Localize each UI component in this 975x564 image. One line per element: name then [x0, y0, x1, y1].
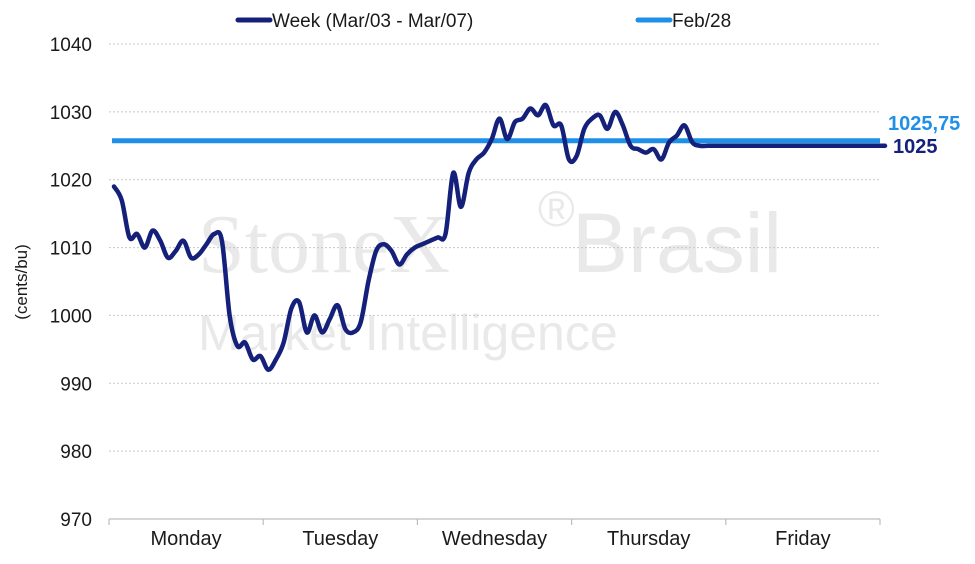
- y-tick-label: 1010: [50, 239, 92, 260]
- y-tick-label: 1020: [50, 171, 92, 192]
- x-axis: Monday Tuesday Wednesday Thursday Friday: [108, 518, 881, 550]
- watermark-region: Brasil: [572, 196, 782, 290]
- x-category-label: Monday: [151, 528, 222, 550]
- watermark: StoneX ® Brasil Market Intelligence: [198, 181, 782, 361]
- y-tick-label: 970: [60, 510, 92, 531]
- watermark-tagline: Market Intelligence: [198, 305, 618, 361]
- watermark-brand: StoneX: [198, 198, 450, 291]
- gridlines: [109, 43, 880, 452]
- x-category-label: Thursday: [607, 528, 690, 550]
- y-tick-label: 1040: [50, 35, 92, 56]
- watermark-registered: ®: [538, 181, 575, 237]
- y-tick-label: 1030: [50, 103, 92, 124]
- legend-label-feb28: Feb/28: [672, 11, 731, 32]
- x-category-label: Wednesday: [442, 528, 547, 550]
- y-tick-label: 1000: [50, 306, 92, 327]
- x-category-label: Friday: [775, 528, 831, 550]
- end-label-feb28: 1025,75: [888, 113, 960, 135]
- legend: Week (Mar/03 - Mar/07) Feb/28: [235, 11, 731, 32]
- series-layer: [111, 102, 888, 372]
- x-category-label: Tuesday: [302, 528, 378, 550]
- series-line-week: [111, 102, 888, 372]
- y-axis-ticks: 970 980 990 1000 1010 1020 1030 1040: [50, 35, 92, 531]
- y-tick-label: 990: [60, 374, 92, 395]
- y-tick-label: 980: [60, 442, 92, 463]
- y-axis-label: (cents/bu): [12, 244, 31, 320]
- legend-label-week: Week (Mar/03 - Mar/07): [272, 11, 473, 32]
- end-label-week: 1025: [893, 136, 938, 158]
